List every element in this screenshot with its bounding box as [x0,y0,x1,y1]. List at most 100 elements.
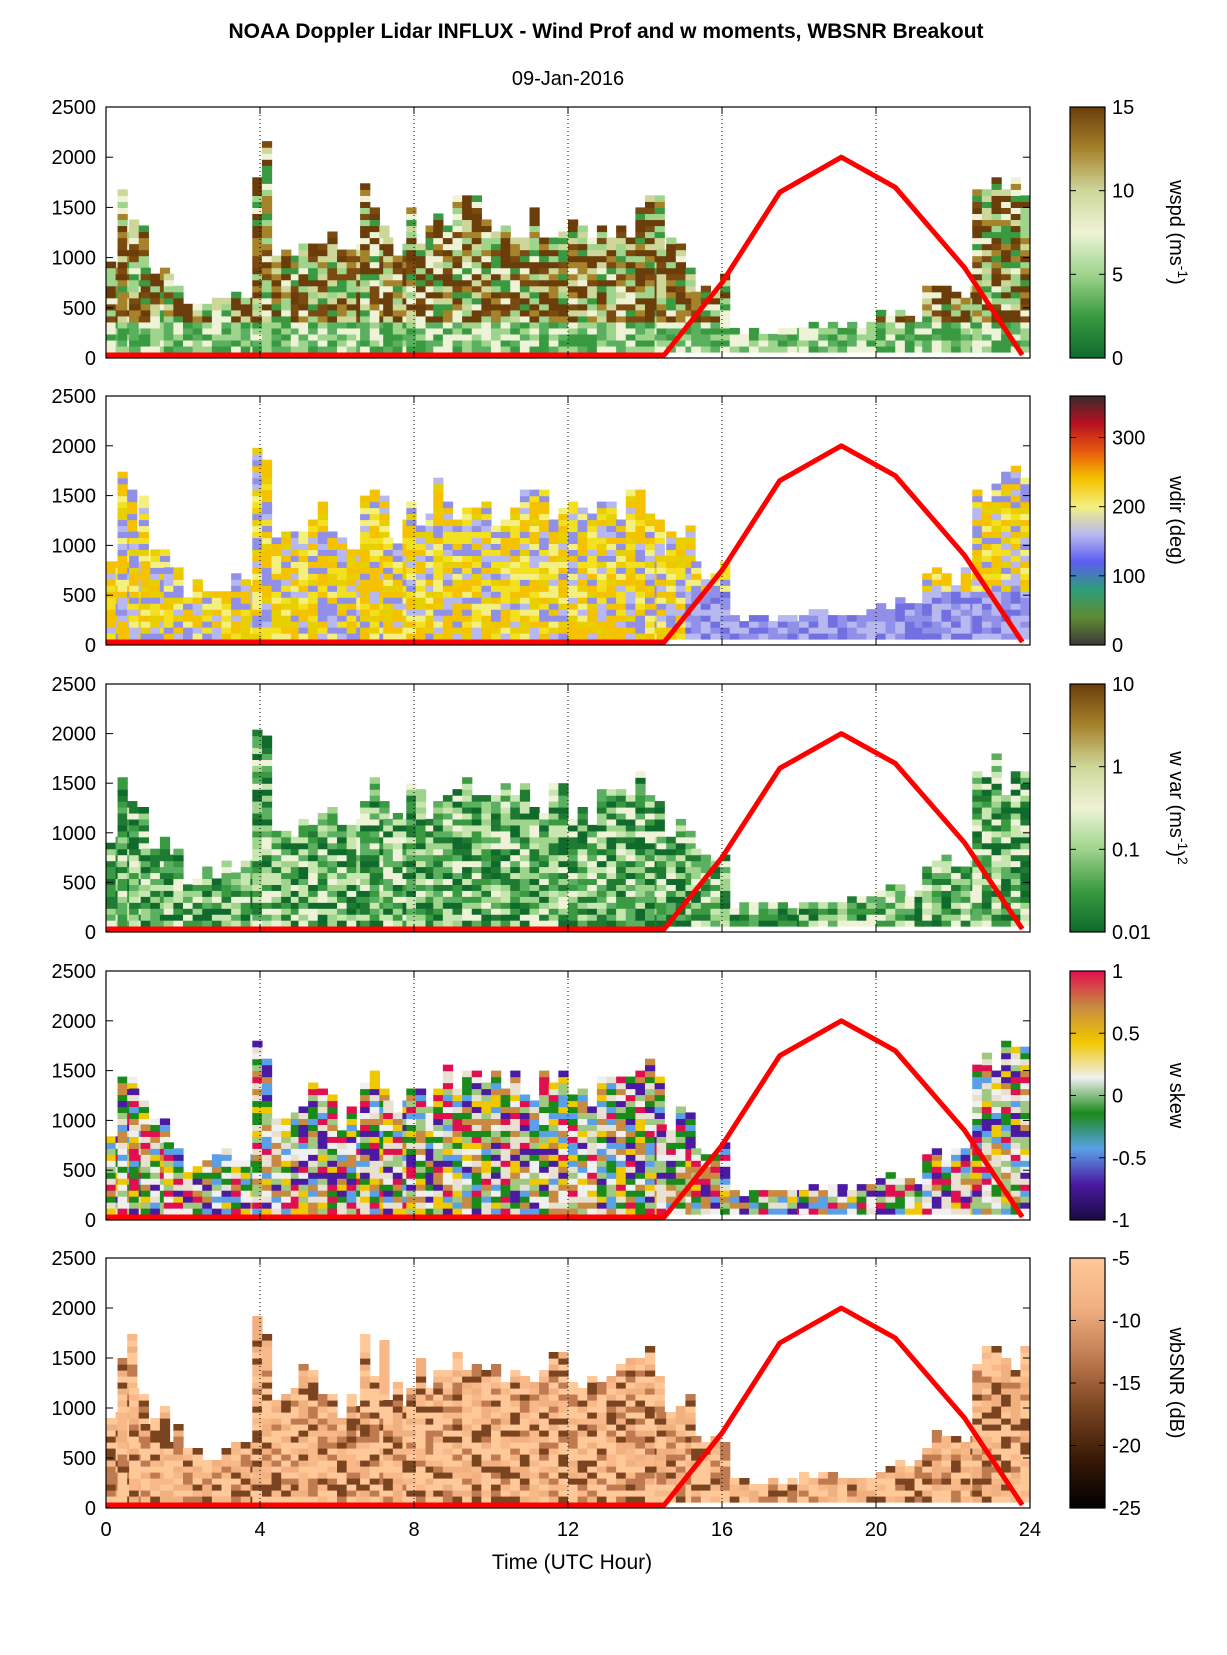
heatmap-cell [281,285,292,293]
heatmap-cell [529,627,540,634]
heatmap-cell [392,812,404,820]
heatmap-cell [596,866,608,874]
heatmap-cell [481,267,492,275]
heatmap-cell [1001,489,1012,497]
heatmap-cell [625,249,636,257]
heatmap-cell [635,914,646,921]
heatmap-cell [452,902,463,909]
heatmap-cell [885,339,896,347]
heatmap-cell [510,309,521,317]
heatmap-cell [606,812,617,820]
heatmap-cell [150,549,161,556]
heatmap-cell [510,243,521,251]
heatmap-cell [548,237,559,245]
heatmap-cell [433,818,444,826]
heatmap-cell [221,896,232,903]
heatmap-cell [425,225,436,233]
heatmap-cell [117,543,128,550]
heatmap-cell [140,860,151,868]
heatmap-cell [616,309,627,317]
heatmap-cell [183,597,194,604]
heatmap-cell [951,627,962,634]
heatmap-cell [138,525,149,533]
heatmap-cell [192,896,203,903]
heatmap-cell [129,345,140,353]
heatmap-cell [951,339,962,347]
heatmap-cell [616,633,627,640]
heatmap-cell [691,291,702,299]
heatmap-cell [406,519,417,527]
heatmap-cell [876,345,887,353]
heatmap-cell [261,297,273,305]
heatmap-cell [991,914,1002,921]
heatmap-cell [991,633,1002,640]
heatmap-cell [360,627,371,634]
heatmap-cell [587,513,598,521]
heatmap-cell [383,830,394,838]
heatmap-cell [1010,273,1021,281]
heatmap-cell [710,327,721,335]
heatmap-cell [360,890,371,897]
heatmap-cell [1001,345,1012,353]
heatmap-cell [290,621,302,628]
heatmap-cell [700,303,712,311]
heatmap-cell [261,507,273,515]
heatmap-cell [337,842,348,850]
heatmap-cell [183,609,194,616]
heatmap-cell [308,866,319,874]
heatmap-cell [491,914,502,921]
heatmap-cell [290,543,302,550]
heatmap-cell [452,537,463,545]
heatmap-cell [150,884,161,891]
heatmap-cell [138,537,149,545]
heatmap-cell [462,315,473,323]
heatmap-cell [481,830,492,838]
heatmap-cell [327,309,338,317]
heatmap-cell [369,495,380,503]
heatmap-cell [510,848,521,856]
heatmap-cell [462,249,473,257]
heatmap-cell [539,860,550,868]
heatmap-cell [159,549,171,556]
heatmap-cell [895,321,906,329]
heatmap-cell [645,585,656,592]
heatmap-cell [568,555,579,562]
heatmap-cell [548,519,559,527]
heatmap-cell [290,585,302,592]
heatmap-cell [635,824,646,832]
heatmap-cell [231,621,242,628]
heatmap-cell [519,261,531,269]
heatmap-cell [972,267,983,275]
heatmap-cell [685,848,696,856]
heatmap-cell [519,543,531,550]
heatmap-cell [406,315,417,323]
heatmap-cell [606,908,617,915]
heatmap-cell [675,549,687,556]
heatmap-cell [666,860,677,868]
heatmap-cell [425,243,436,251]
heatmap-cell [941,866,952,874]
heatmap-cell [856,333,867,341]
heatmap-cell [914,627,925,634]
heatmap-cell [140,872,151,880]
heatmap-cell [271,920,282,927]
heatmap-cell [606,549,617,556]
heatmap-cell [192,615,203,622]
heatmap-cell [519,801,531,808]
heatmap-cell [500,345,511,353]
heatmap-cell [481,243,492,251]
heatmap-cell [587,579,598,586]
heatmap-cell [568,543,579,550]
heatmap-cell [140,896,151,903]
heatmap-cell [645,195,656,202]
heatmap-cell [231,920,242,927]
heatmap-cell [625,603,636,610]
heatmap-cell [847,627,858,634]
heatmap-cell [972,597,983,604]
heatmap-cell [392,836,404,844]
heatmap-cell [548,812,559,820]
heatmap-cell [510,291,521,299]
heatmap-cell [685,297,696,305]
heatmap-cell [360,842,371,850]
heatmap-cell [173,333,184,341]
